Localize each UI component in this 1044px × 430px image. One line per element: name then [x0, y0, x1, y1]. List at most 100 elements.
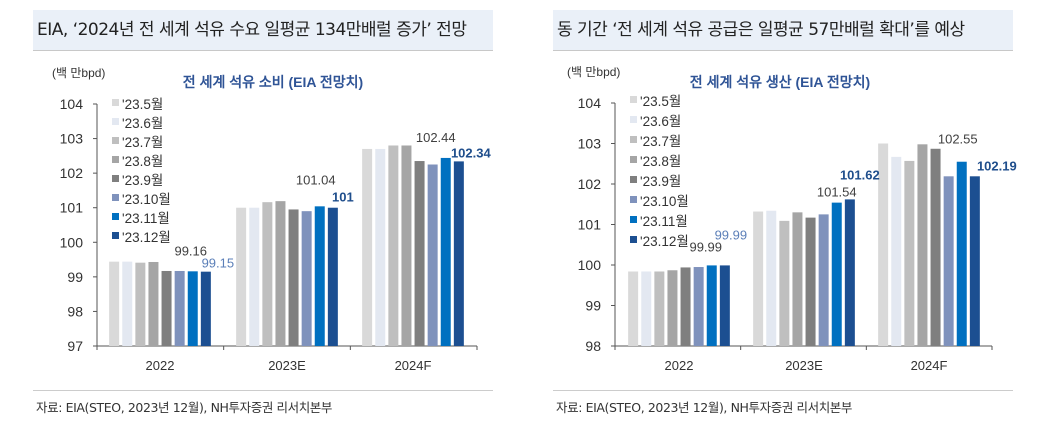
y-tick-label: 99: [67, 269, 83, 285]
x-tick-label: 2024F: [395, 358, 432, 373]
bar: [453, 161, 464, 346]
data-label: 99.16: [174, 243, 207, 258]
legend-swatch: [112, 175, 119, 182]
source-note: 자료: EIA(STEO, 2023년 12월), NH투자증권 리서치본부: [36, 400, 332, 415]
chart-title: 전 세계 석유 소비 (EIA 전망치): [183, 74, 363, 90]
data-label: 99.15: [202, 256, 235, 271]
legend-label: '23.12월: [122, 230, 171, 245]
legend-label: '23.6월: [122, 116, 163, 131]
y-tick-label: 101: [578, 217, 602, 233]
data-label: 102.19: [977, 158, 1017, 173]
bar: [314, 206, 325, 346]
bar: [943, 176, 954, 346]
bar: [654, 271, 665, 346]
data-label: 99.99: [689, 239, 722, 254]
legend-swatch: [630, 196, 637, 203]
legend-label: '23.10월: [122, 192, 171, 207]
y-axis-unit: (백 만bpd): [52, 66, 105, 80]
bar: [719, 265, 730, 346]
bar: [236, 207, 247, 346]
bar: [818, 214, 829, 346]
bar: [327, 207, 338, 346]
x-tick-label: 2023E: [268, 358, 306, 373]
y-tick-label: 99: [585, 298, 601, 314]
legend-label: '23.9월: [640, 174, 681, 189]
bar: [878, 143, 889, 346]
y-tick-label: 103: [60, 131, 84, 147]
legend-label: '23.7월: [640, 134, 681, 149]
bar: [891, 156, 902, 346]
y-tick-label: 104: [578, 95, 602, 111]
y-tick-label: 97: [67, 338, 83, 354]
bar: [969, 176, 980, 346]
y-tick-label: 100: [578, 257, 602, 273]
y-tick-label: 100: [60, 234, 84, 250]
legend-swatch: [112, 118, 119, 125]
bar: [930, 148, 941, 346]
x-tick-label: 2023E: [785, 358, 823, 373]
data-label: 101.04: [296, 172, 336, 187]
source-note: 자료: EIA(STEO, 2023년 12월), NH투자증권 리서치본부: [556, 400, 852, 415]
bar: [904, 160, 915, 346]
y-axis-unit: (백 만bpd): [567, 65, 620, 79]
bar: [831, 202, 842, 346]
data-label: 101: [332, 190, 354, 205]
bar: [753, 211, 764, 346]
legend-swatch: [112, 99, 119, 106]
legend-label: '23.8월: [640, 154, 681, 169]
legend-swatch: [630, 156, 637, 163]
y-tick-label: 101: [60, 200, 84, 216]
legend-swatch: [630, 96, 637, 103]
legend-swatch: [630, 116, 637, 123]
y-tick-label: 103: [578, 136, 602, 152]
legend-swatch: [630, 236, 637, 243]
bar: [628, 271, 639, 346]
bar: [174, 270, 185, 346]
bar: [641, 271, 652, 346]
data-label: 102.55: [938, 132, 978, 147]
bar: [275, 201, 286, 346]
bar: [956, 161, 967, 346]
bar: [161, 270, 172, 346]
bar: [401, 145, 412, 346]
legend-label: '23.12월: [640, 234, 689, 249]
bar: [288, 209, 299, 346]
legend-label: '23.6월: [640, 114, 681, 129]
legend-label: '23.11월: [122, 211, 170, 226]
bar: [148, 261, 159, 346]
legend-swatch: [112, 194, 119, 201]
legend-swatch: [630, 176, 637, 183]
bar: [680, 267, 691, 346]
bar: [779, 220, 790, 346]
y-tick-label: 102: [578, 176, 602, 192]
bar: [427, 164, 438, 346]
y-tick-label: 98: [67, 303, 83, 319]
bar: [440, 157, 451, 346]
consumption-chart: (백 만bpd) 전 세계 석유 소비 (EIA 전망치) 97 98 99 100 101…: [52, 66, 492, 373]
legend-label: '23.10월: [640, 194, 689, 209]
data-label: 102.44: [416, 130, 456, 145]
bar: [667, 270, 678, 346]
legend-swatch: [112, 137, 119, 144]
legend-swatch: [112, 156, 119, 163]
y-tick-label: 98: [585, 338, 601, 354]
legend-swatch: [112, 213, 119, 220]
left-panel: EIA, ‘2024년 전 세계 석유 수요 일평균 134만배럴 증가’ 전망…: [33, 10, 493, 420]
bar: [792, 212, 803, 346]
x-tick-label: 2022: [665, 358, 694, 373]
bar: [844, 199, 855, 346]
panel-title: 동 기간 ‘전 세계 석유 공급은 일평균 57만배럴 확대’를 예상: [553, 10, 1013, 51]
x-tick-label: 2024F: [911, 358, 948, 373]
bar: [187, 271, 198, 346]
bar: [766, 210, 777, 346]
bar: [122, 261, 133, 346]
bar: [414, 161, 425, 346]
data-label: 102.34: [451, 145, 492, 160]
y-tick-label: 104: [60, 96, 84, 112]
chart-title: 전 세계 석유 생산 (EIA 전망치): [690, 74, 870, 90]
x-tick-label: 2022: [146, 358, 175, 373]
legend-swatch: [630, 216, 637, 223]
bar: [805, 217, 816, 346]
bar: [706, 265, 717, 346]
legend-label: '23.9월: [122, 173, 163, 188]
